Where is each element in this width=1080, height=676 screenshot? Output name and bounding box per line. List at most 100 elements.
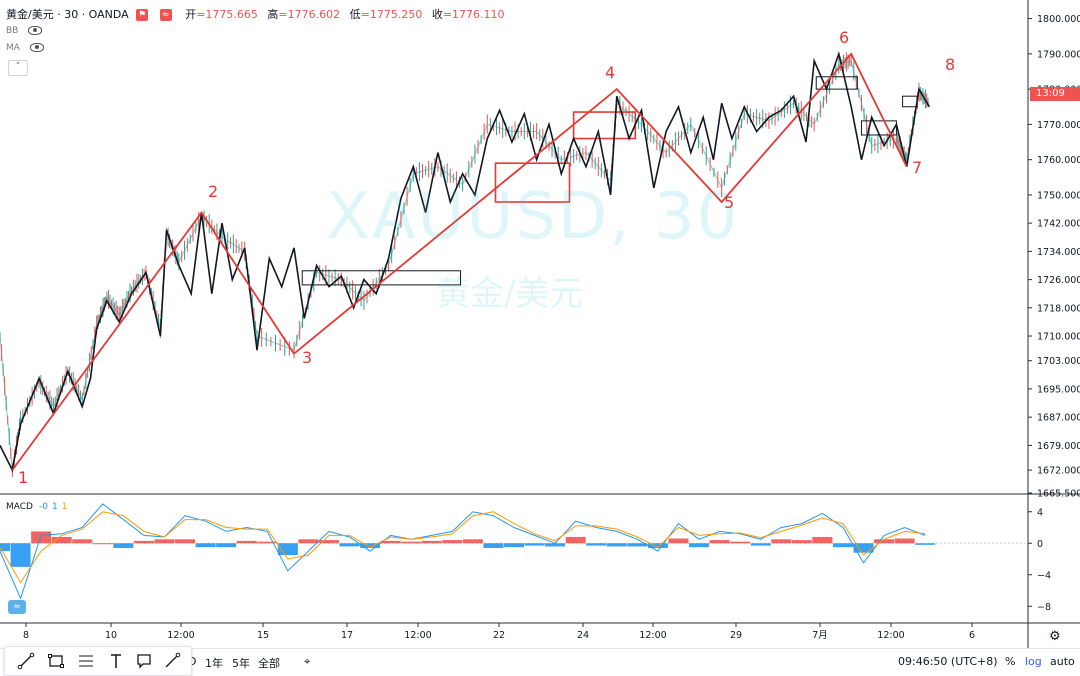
drawing-toolbar [4, 646, 192, 676]
macd-hist-bar [257, 541, 278, 544]
close-value: =1776.110 [442, 8, 505, 21]
rectangle-icon[interactable] [47, 652, 65, 670]
macd-hist-bar [812, 536, 833, 544]
macd-hist-bar [771, 539, 792, 544]
macd-hist-bar [236, 540, 257, 544]
clock[interactable]: 09:46:50 (UTC+8) [898, 655, 998, 668]
time-tick-label: 24 [577, 630, 589, 641]
text-tool-icon[interactable] [107, 652, 125, 670]
macd-hist-bar [853, 543, 874, 553]
price-tick-label: 1770.000 [1037, 120, 1080, 131]
brush-icon[interactable] [163, 652, 181, 670]
time-tick-label: 12:00 [167, 630, 194, 641]
time-tick-label: 6 [969, 630, 975, 641]
chart-canvas[interactable]: 1800.0001790.0001780.0001770.0001760.000… [0, 0, 1080, 648]
macd-hist-bar [524, 543, 545, 546]
macd-signal-value: 1 [51, 502, 58, 512]
macd-hist-bar [832, 543, 853, 548]
macd-hist-bar [627, 543, 648, 547]
eye-icon[interactable] [29, 43, 44, 52]
macd-hist-bar [586, 543, 607, 546]
trend-line-icon[interactable] [17, 652, 35, 670]
macd-hist-bar [791, 540, 812, 544]
log-toggle[interactable]: log [1025, 655, 1042, 668]
wave-label-6: 6 [839, 28, 850, 47]
price-tick-label: 1695.000 [1037, 384, 1080, 395]
sync-icon[interactable]: ≈ [159, 9, 172, 21]
macd-hist-bar [401, 541, 422, 544]
macd-hist-bar [565, 536, 586, 544]
macd-line [0, 503, 926, 600]
macd-hist-bar [92, 543, 113, 545]
price-tick-label: 1760.000 [1037, 155, 1080, 166]
macd-hist-bar [421, 540, 442, 544]
time-tick-label: 17 [341, 630, 353, 641]
macd-pane [0, 503, 1028, 600]
price-tick-label: 1672.000 [1037, 466, 1080, 477]
pane-separator [0, 0, 1080, 648]
macd-hist-bar [545, 543, 566, 547]
macd-hist-bar [31, 531, 52, 544]
price-tick-label: 1800.000 [1037, 14, 1080, 25]
price-tick-label: 1710.000 [1037, 332, 1080, 343]
wave-label-8: 8 [945, 55, 956, 74]
macd-tick-label: 4 [1037, 507, 1043, 518]
time-tick-label: 29 [730, 630, 742, 641]
macd-hist-bar [647, 543, 668, 548]
wave-line [11, 52, 908, 471]
price-tick-label: 1687.000 [1037, 413, 1080, 424]
price-tick-label: 1734.000 [1037, 247, 1080, 258]
macd-hist-bar [606, 543, 627, 547]
wave-label-4: 4 [605, 63, 616, 82]
macd-value: -0 [38, 502, 48, 512]
time-tick-label: 15 [257, 630, 269, 641]
macd-hist-bar [915, 543, 936, 545]
low-label: 低 [349, 8, 361, 21]
range-5y[interactable]: 5年 [232, 657, 250, 670]
collapse-legend-button[interactable]: ˄ [8, 60, 28, 76]
consolidation-box [815, 76, 858, 90]
axes: 1800.0001790.0001780.0001770.0001760.000… [23, 14, 1080, 644]
macd-hist-bar [113, 543, 134, 548]
macd-legend[interactable]: MACD -0 1 1 [6, 502, 67, 512]
macd-tick-label: −4 [1037, 570, 1051, 581]
macd-hist-bar [689, 543, 710, 548]
fib-retracement-icon[interactable] [77, 652, 95, 670]
time-tick-label: 22 [493, 630, 505, 641]
indicator-bb[interactable]: BB [6, 26, 43, 36]
goto-date-icon[interactable]: ⌖ [304, 655, 311, 668]
indicator-ma[interactable]: MA [6, 43, 44, 53]
flag-icon[interactable]: ⚑ [136, 9, 149, 21]
time-tick-label: 10 [105, 630, 117, 641]
wave-label-7: 7 [912, 158, 923, 177]
range-1y[interactable]: 1年 [205, 657, 223, 670]
macd-hist-bar [380, 540, 401, 544]
price-tick-label: 1726.000 [1037, 275, 1080, 286]
macd-hist-bar [298, 539, 319, 544]
auto-toggle[interactable]: auto [1050, 655, 1075, 668]
range-d[interactable]: D [188, 655, 197, 668]
open-value: =1775.665 [196, 8, 258, 21]
chart-header: 黄金/美元 · 30 · OANDA ⚑ ≈ 开=1775.665 高=1776… [6, 6, 505, 22]
price-tick-label: 1742.000 [1037, 219, 1080, 230]
symbol-title[interactable]: 黄金/美元 · 30 · OANDA [6, 8, 129, 21]
price-tick-label: 1665.500 [1037, 489, 1080, 500]
macd-hist-bar [339, 543, 360, 547]
range-all[interactable]: 全部 [258, 657, 280, 670]
price-tick-label: 1790.000 [1037, 49, 1080, 60]
price-tick-label: 1718.000 [1037, 303, 1080, 314]
macd-hist-bar [175, 539, 196, 544]
macd-name: MACD [6, 502, 33, 512]
callout-icon[interactable] [135, 652, 153, 670]
close-label: 收 [431, 8, 443, 21]
macd-hist-bar [462, 539, 483, 544]
watermark-subtitle: 黄金/美元 [436, 274, 584, 314]
macd-hist-bar [216, 543, 237, 548]
eye-icon[interactable] [28, 26, 43, 35]
time-tick-label: 12:00 [404, 630, 431, 641]
macd-hist-bar [360, 543, 381, 548]
macd-hist-bar [133, 540, 154, 544]
time-tick-label: 12:00 [639, 630, 666, 641]
time-tick-label: 12:00 [877, 630, 904, 641]
percent-toggle[interactable]: % [1005, 655, 1016, 668]
